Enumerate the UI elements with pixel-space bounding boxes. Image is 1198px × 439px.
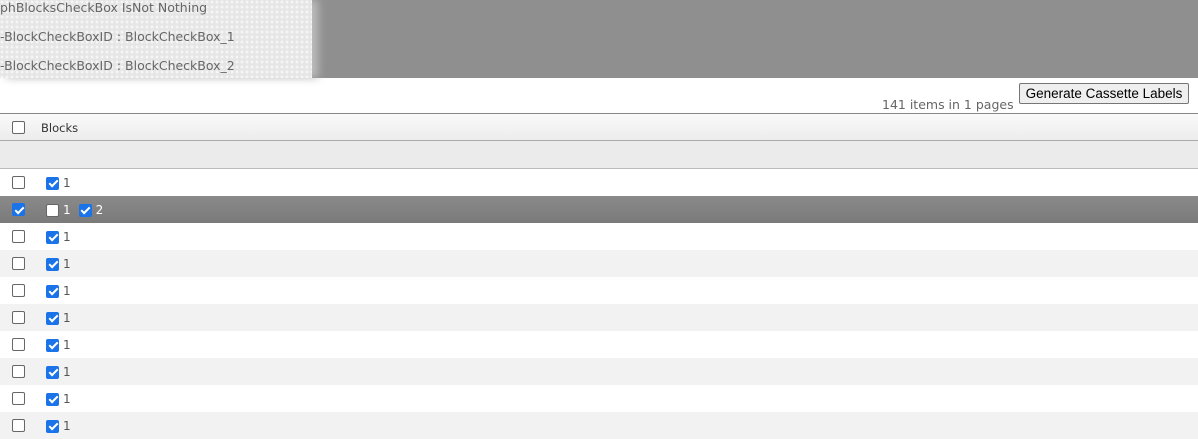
block-checkbox[interactable]: [46, 338, 59, 352]
debug-text-panel: phBlocksCheckBox IsNot Nothing -BlockChe…: [0, 0, 312, 78]
row-select-checkbox[interactable]: [12, 176, 25, 189]
row-select-checkbox[interactable]: [12, 419, 25, 432]
block-label: 1: [63, 365, 71, 379]
block-label: 1: [63, 230, 71, 244]
generate-cassette-labels-button[interactable]: Generate Cassette Labels: [1019, 83, 1189, 104]
table-row[interactable]: 1: [0, 250, 1198, 277]
block-checkbox[interactable]: [46, 176, 59, 190]
block-label: 1: [63, 338, 71, 352]
grid-header: Blocks: [0, 114, 1198, 141]
select-all-checkbox[interactable]: [12, 121, 25, 134]
block-checkbox[interactable]: [46, 230, 59, 244]
row-select-checkbox[interactable]: [12, 311, 25, 324]
table-row[interactable]: 1: [0, 331, 1198, 358]
table-row[interactable]: 1: [0, 358, 1198, 385]
row-select-checkbox[interactable]: [12, 284, 25, 297]
debug-line: -BlockCheckBoxID : BlockCheckBox_1: [0, 29, 235, 44]
pager-info: 141 items in 1 pages: [882, 97, 1014, 112]
block-label: 1: [63, 203, 71, 217]
blocks-cell: 1: [46, 284, 75, 298]
blocks-cell: 1: [46, 365, 75, 379]
column-header-blocks[interactable]: Blocks: [41, 121, 79, 135]
filter-row: [0, 141, 1198, 169]
block-label: 1: [63, 419, 71, 433]
row-select-checkbox[interactable]: [12, 257, 25, 270]
blocks-cell: 1: [46, 338, 75, 352]
row-select-checkbox[interactable]: [12, 338, 25, 351]
table-row[interactable]: 1: [0, 277, 1198, 304]
blocks-cell: 1: [46, 392, 75, 406]
debug-line: -BlockCheckBoxID : BlockCheckBox_2: [0, 58, 235, 73]
table-row[interactable]: 1: [0, 412, 1198, 439]
debug-line: phBlocksCheckBox IsNot Nothing: [0, 0, 208, 15]
block-checkbox[interactable]: [46, 284, 59, 298]
table-row[interactable]: 1: [0, 385, 1198, 412]
block-checkbox[interactable]: [46, 365, 59, 379]
blocks-cell: 1: [46, 230, 75, 244]
row-select-checkbox[interactable]: [12, 392, 25, 405]
blocks-cell: 1: [46, 311, 75, 325]
blocks-cell: 1: [46, 257, 75, 271]
table-row[interactable]: 1: [0, 223, 1198, 250]
blocks-cell: 1: [46, 419, 75, 433]
row-select-checkbox[interactable]: [12, 203, 25, 216]
block-label: 1: [63, 311, 71, 325]
block-checkbox[interactable]: [46, 311, 59, 325]
block-checkbox[interactable]: [46, 392, 59, 406]
row-select-checkbox[interactable]: [12, 230, 25, 243]
blocks-cell: 1: [46, 176, 75, 190]
block-checkbox[interactable]: [46, 419, 59, 433]
block-checkbox[interactable]: [78, 203, 92, 217]
block-label: 1: [63, 257, 71, 271]
table-row[interactable]: 1: [0, 169, 1198, 196]
row-select-checkbox[interactable]: [12, 365, 25, 378]
block-checkbox[interactable]: [46, 257, 59, 271]
block-label: 1: [63, 392, 71, 406]
table-row[interactable]: 1: [0, 304, 1198, 331]
debug-banner: phBlocksCheckBox IsNot Nothing -BlockChe…: [0, 0, 1198, 78]
block-checkbox[interactable]: [46, 203, 59, 217]
block-label: 1: [63, 284, 71, 298]
block-label: 2: [95, 203, 104, 217]
block-label: 1: [63, 176, 71, 190]
